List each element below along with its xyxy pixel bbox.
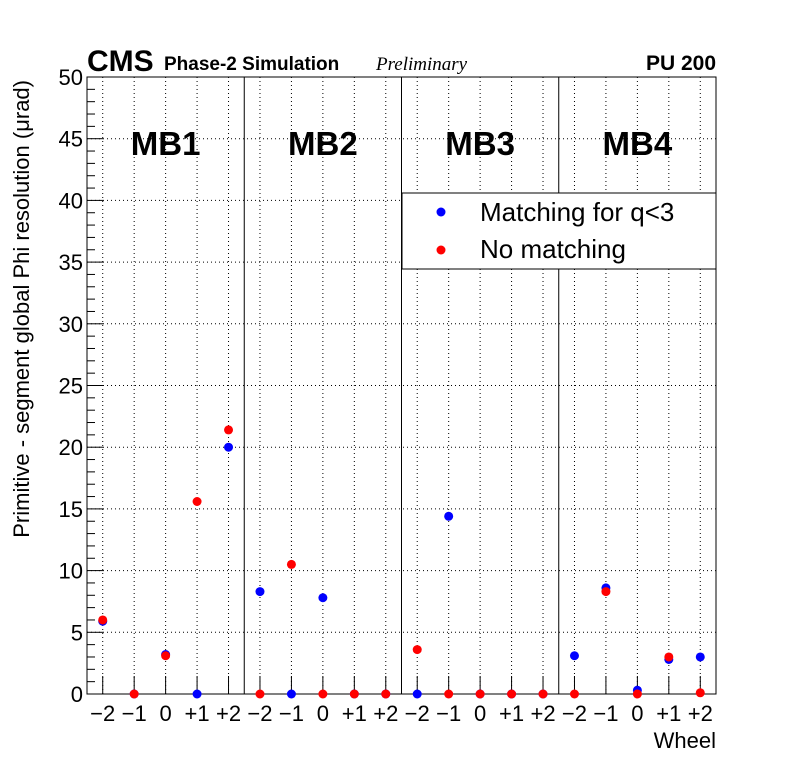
station-labels: MB1 MB2 MB3 MB4 (131, 125, 673, 162)
y-tick-label: 45 (59, 127, 83, 152)
axes: Wheel Primitive - segment global Phi res… (9, 80, 716, 753)
point-matching (569, 651, 579, 661)
x-tick-label: −2 (562, 701, 587, 726)
y-tick-label: 25 (59, 374, 83, 399)
x-tick-label: +1 (342, 701, 367, 726)
point-no-matching (224, 425, 234, 435)
station-label-mb1: MB1 (131, 125, 201, 162)
point-matching (695, 652, 705, 662)
y-axis-label: Primitive - segment global Phi resolutio… (9, 80, 34, 538)
x-tick-label: −1 (122, 701, 147, 726)
point-no-matching (664, 652, 674, 662)
x-tick-label: −1 (279, 701, 304, 726)
x-tick-label: +1 (185, 701, 210, 726)
point-matching (412, 689, 422, 699)
x-tick-label: −1 (436, 701, 461, 726)
station-label-mb2: MB2 (288, 125, 358, 162)
x-tick-label: 0 (631, 701, 643, 726)
y-tick-label: 15 (59, 497, 83, 522)
y-tick-label: 35 (59, 250, 83, 275)
point-no-matching (475, 689, 485, 699)
station-label-mb3: MB3 (445, 125, 515, 162)
x-tick-label: +2 (530, 701, 555, 726)
x-tick-label: +1 (499, 701, 524, 726)
x-tick-label: +2 (216, 701, 241, 726)
point-no-matching (381, 689, 391, 699)
point-matching (444, 511, 454, 521)
point-no-matching (349, 689, 359, 699)
y-tick-label: 0 (71, 682, 83, 707)
legend-marker-nomatching (436, 245, 446, 255)
point-no-matching (632, 689, 642, 699)
point-matching (255, 587, 265, 597)
data-points (98, 425, 705, 699)
x-tick-label: −1 (593, 701, 618, 726)
point-no-matching (695, 688, 705, 698)
point-no-matching (192, 496, 202, 506)
x-tick-label: +2 (688, 701, 713, 726)
point-matching (286, 689, 296, 699)
legend-box (401, 192, 717, 270)
point-no-matching (507, 689, 517, 699)
x-tick-label: +2 (373, 701, 398, 726)
experiment-label: CMS (87, 45, 154, 78)
x-axis-label: Wheel (654, 728, 716, 753)
point-no-matching (286, 559, 296, 569)
legend: Matching for q<3 No matching (401, 192, 717, 270)
station-label-mb4: MB4 (603, 125, 673, 162)
x-tick-label: 0 (160, 701, 172, 726)
y-tick-label: 5 (71, 620, 83, 645)
legend-marker-matching (436, 207, 446, 217)
y-tick-label: 50 (59, 65, 83, 90)
x-tick-label: −2 (90, 701, 115, 726)
x-tick-label: −2 (247, 701, 272, 726)
point-no-matching (318, 689, 328, 699)
plot-frame (86, 76, 717, 695)
y-tick-label: 10 (59, 559, 83, 584)
y-tick-label: 40 (59, 188, 83, 213)
point-no-matching (444, 689, 454, 699)
point-no-matching (161, 651, 171, 661)
point-matching (192, 689, 202, 699)
detail-label: Phase-2 Simulation (164, 54, 339, 75)
point-no-matching (98, 615, 108, 625)
point-no-matching (538, 689, 548, 699)
y-tick-label: 20 (59, 435, 83, 460)
point-no-matching (601, 587, 611, 597)
point-matching (318, 593, 328, 603)
x-tick-label: 0 (317, 701, 329, 726)
pileup-label: PU 200 (646, 52, 716, 75)
point-no-matching (129, 689, 139, 699)
point-no-matching (569, 689, 579, 699)
status-label: Preliminary (375, 54, 468, 75)
point-no-matching (412, 645, 422, 655)
legend-label-matching: Matching for q<3 (480, 197, 674, 227)
x-tick-label: 0 (474, 701, 486, 726)
x-tick-label: −2 (405, 701, 430, 726)
point-no-matching (255, 689, 265, 699)
y-tick-label: 30 (59, 312, 83, 337)
point-matching (224, 442, 234, 452)
x-tick-label: +1 (656, 701, 681, 726)
legend-label-nomatching: No matching (480, 234, 626, 264)
